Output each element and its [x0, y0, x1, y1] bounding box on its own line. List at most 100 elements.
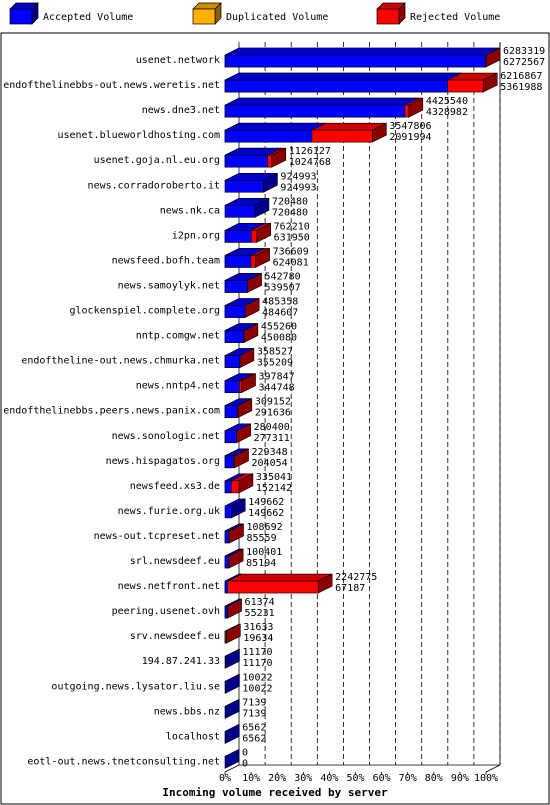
bar-row: [224, 172, 278, 193]
total-value-label: 358527: [257, 347, 293, 358]
rejected-bar-top: [224, 573, 333, 582]
bar-row: [224, 448, 249, 469]
server-label: eotl-out.news.tnetconsulting.net: [27, 756, 220, 767]
legend-swatch: [376, 8, 400, 25]
x-tick-label: 50%: [346, 773, 364, 784]
server-label: newsfeed.xs3.de: [130, 481, 220, 492]
accepted-value-label: 624081: [273, 257, 309, 268]
accepted-bar-front: [224, 505, 232, 519]
server-label: news.netfront.net: [118, 581, 220, 592]
bar-row: [224, 573, 333, 594]
accepted-value-label: 85194: [246, 558, 276, 569]
accepted-value-label: 720480: [272, 207, 308, 218]
total-value-label: 149662: [248, 497, 284, 508]
accepted-bar-top: [224, 448, 248, 457]
bar-row: [224, 272, 262, 293]
bar-row: [224, 97, 424, 118]
accepted-bar-top: [224, 423, 251, 432]
total-value-label: 542780: [265, 271, 301, 282]
accepted-bar: [224, 498, 246, 519]
accepted-value-label: 149662: [248, 508, 284, 519]
accepted-bar-top: [224, 398, 252, 407]
bar-row: [224, 298, 260, 318]
axis-depth-right: [485, 764, 501, 773]
accepted-bar-front: [224, 555, 229, 569]
accepted-value-label: 204054: [252, 458, 288, 469]
accepted-bar-front: [224, 355, 241, 368]
total-value-label: 280400: [254, 422, 290, 433]
accepted-bar-top: [224, 523, 243, 532]
x-tick-label: 20%: [268, 773, 286, 784]
plot-frame: [0, 32, 550, 805]
server-label: 194.87.241.33: [142, 656, 220, 667]
accepted-value-label: 450080: [261, 333, 297, 344]
server-label: news.hispagatos.org: [106, 456, 220, 467]
accepted-bar-top: [224, 573, 242, 582]
total-value-label: 720480: [272, 196, 308, 207]
accepted-bar-front: [224, 129, 313, 143]
server-label: news.nntp4.net: [136, 381, 220, 392]
total-value-label: 10022: [242, 672, 272, 683]
rejected-bar-front: [224, 580, 319, 594]
bar-row: [224, 648, 240, 669]
accepted-value-label: 0: [242, 758, 248, 769]
total-value-label: 6562: [242, 722, 266, 733]
accepted-bar-front: [224, 255, 252, 268]
accepted-value-label: 152142: [256, 483, 292, 494]
rejected-bar: [224, 573, 333, 594]
accepted-bar-front: [224, 205, 256, 218]
accepted-bar-side: [225, 648, 240, 669]
accepted-bar-front: [224, 179, 264, 193]
legend-swatch: [192, 8, 216, 25]
bar-row: [224, 348, 255, 369]
accepted-bar: [224, 648, 240, 669]
bar-row: [224, 498, 246, 519]
bar-row: [224, 398, 253, 419]
x-tick-label: 40%: [320, 773, 338, 784]
bar-row: [224, 723, 240, 744]
x-tick-label: 10%: [242, 773, 260, 784]
accepted-bar-front: [224, 330, 244, 343]
accepted-bar-top: [224, 598, 242, 607]
server-label: endoftheline-out.news.chmurka.net: [21, 356, 220, 367]
total-value-label: 108692: [247, 522, 283, 533]
accepted-bar-top: [224, 323, 258, 331]
total-value-label: 485358: [262, 297, 298, 308]
total-value-label: 736609: [273, 246, 309, 257]
accepted-bar: [224, 673, 240, 694]
server-label: usenet.blueworldhosting.com: [57, 130, 220, 141]
legend-item: Rejected Volume: [376, 2, 500, 25]
accepted-bar-front: [224, 405, 238, 419]
axis-depth-left: [224, 764, 240, 773]
total-value-label: 4425540: [426, 96, 468, 107]
x-tick-label: 30%: [294, 773, 312, 784]
bar-row: [224, 47, 501, 68]
bar-row: [224, 673, 240, 694]
server-label: localhost: [166, 731, 220, 742]
accepted-bar-front: [224, 605, 228, 619]
server-label: news.samoylyk.net: [118, 280, 220, 291]
total-value-label: 7139: [242, 697, 266, 708]
server-label: srl.newsdeef.eu: [130, 556, 220, 567]
accepted-bar-front: [224, 230, 252, 243]
x-tick-label: 70%: [399, 773, 417, 784]
accepted-bar-top: [224, 473, 246, 482]
x-ticks: 0% 10% 20% 30% 40% 50% 60% 70% 80% 90% 100%: [219, 772, 498, 784]
server-label: news-out.tcpreset.net: [94, 531, 220, 542]
x-tick-label: 100%: [474, 773, 498, 784]
accepted-bar-side: [225, 673, 240, 694]
accepted-value-label: 355209: [257, 358, 293, 369]
accepted-value-label: 291636: [255, 408, 291, 419]
x-axis-label: Incoming volume received by server: [162, 786, 388, 799]
accepted-bar-side: [224, 748, 240, 769]
accepted-bar-front: [224, 480, 232, 494]
total-value-label: 455260: [261, 322, 297, 333]
accepted-bar-front: [224, 530, 229, 544]
legend-label: Accepted Volume: [43, 12, 133, 23]
accepted-bar-top: [224, 248, 266, 256]
total-value-label: 762210: [274, 221, 310, 232]
accepted-bar-top: [224, 147, 282, 156]
legend-swatch: [9, 8, 33, 25]
total-value-label: 6216867: [500, 71, 542, 82]
